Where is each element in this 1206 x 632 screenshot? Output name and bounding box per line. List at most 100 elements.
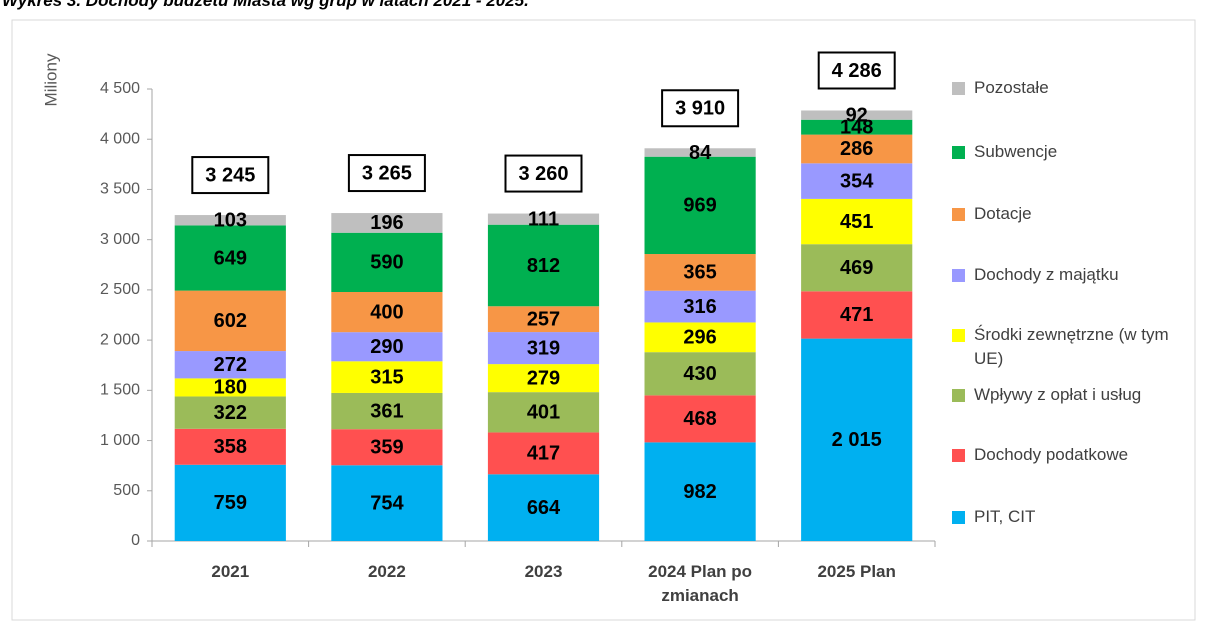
data-label: 103 [214, 210, 247, 232]
data-label: 2 015 [832, 429, 882, 451]
data-label: 92 [846, 104, 868, 126]
bar-segment [331, 291, 443, 333]
legend-item: PIT, CIT [952, 505, 1194, 529]
bar-segment [174, 378, 286, 397]
data-label: 430 [683, 363, 716, 385]
legend-swatch [952, 329, 965, 342]
data-label: 354 [840, 170, 874, 192]
legend-item: Dotacje [952, 202, 1194, 226]
data-label: 649 [214, 247, 247, 269]
bar-segment [174, 428, 286, 465]
data-label: 84 [689, 142, 712, 164]
bar-segment [174, 215, 286, 226]
y-tick-label: 500 [113, 482, 140, 499]
data-label: 290 [370, 336, 403, 358]
data-label: 590 [370, 252, 403, 274]
data-label: 468 [683, 408, 716, 430]
bar-segment [487, 213, 600, 225]
data-label: 358 [214, 436, 247, 458]
bar-segment [644, 254, 756, 291]
bar-segment [487, 392, 600, 433]
legend-swatch [952, 269, 965, 282]
bar-segment [801, 338, 913, 541]
legend-item: Pozostałe [952, 76, 1194, 100]
bar-segment [801, 163, 913, 199]
legend-label: Wpływy z opłat i usług [974, 385, 1142, 404]
data-label: 279 [527, 367, 560, 389]
data-label: 196 [370, 212, 403, 234]
legend-swatch [952, 449, 965, 462]
legend-swatch [952, 146, 965, 159]
total-label: 3 910 [675, 98, 725, 120]
bar-segment [487, 332, 600, 365]
bar-segment [801, 119, 913, 135]
data-label: 982 [683, 481, 716, 503]
y-tick-label: 1 000 [100, 432, 140, 449]
bar-segment [331, 361, 443, 393]
legend-swatch [952, 82, 965, 95]
bar-segment [487, 306, 600, 333]
data-label: 257 [527, 308, 560, 330]
bar-segment [487, 474, 600, 541]
bar-segment [487, 364, 600, 393]
y-tick-label: 0 [131, 532, 140, 549]
legend-item: Subwencje [952, 140, 1194, 164]
x-tick-label: 2024 Plan po zmianach [648, 562, 753, 605]
data-label: 759 [214, 492, 247, 514]
bar-segment [644, 352, 756, 396]
legend-swatch [952, 208, 965, 221]
data-label: 322 [214, 402, 247, 424]
y-tick-label: 4 500 [100, 80, 140, 97]
legend-label: Dochody z majątku [974, 265, 1119, 284]
bar-segment [801, 198, 913, 245]
legend-item: Dochody podatkowe [952, 443, 1194, 467]
legend-label: Dotacje [974, 204, 1032, 223]
bar-segment [801, 134, 913, 164]
total-label: 3 245 [205, 164, 255, 186]
data-label: 361 [370, 400, 403, 422]
legend-label: Dochody podatkowe [974, 445, 1129, 464]
total-label: 4 286 [832, 60, 882, 82]
data-label: 180 [214, 377, 247, 399]
legend-item: Wpływy z opłat i usług [952, 383, 1194, 407]
y-axis-label: Miliony [41, 53, 60, 106]
bar-segment [644, 148, 756, 157]
legend-item: Dochody z majątku [952, 263, 1194, 287]
data-label: 469 [840, 257, 873, 279]
data-label: 316 [683, 296, 716, 318]
total-label: 3 265 [362, 162, 412, 184]
data-label: 400 [370, 301, 403, 323]
bar-segment [174, 396, 286, 429]
legend-item: Środki zewnętrzne (w tym UE) [952, 323, 1194, 371]
bar-segment [331, 392, 443, 430]
bar-segment [644, 322, 756, 353]
bar-segment [174, 225, 286, 291]
x-tick-label: 2021 [211, 562, 250, 581]
data-label: 315 [370, 366, 403, 388]
legend-swatch [952, 389, 965, 402]
bar-segment [487, 224, 600, 307]
title: Wykres 3. Dochody budżetu Miasta wg grup… [2, 0, 529, 10]
total-box [817, 51, 896, 90]
bar-segment [174, 290, 286, 352]
data-label: 812 [527, 255, 560, 277]
bar-segment [801, 291, 913, 339]
chart-frame [11, 19, 1196, 621]
y-tick-label: 2 500 [100, 281, 140, 298]
total-box [347, 154, 426, 193]
total-box [504, 154, 583, 193]
data-label: 417 [527, 443, 560, 465]
y-tick-label: 2 000 [100, 331, 140, 348]
data-label: 969 [683, 195, 716, 217]
bar-segment [644, 442, 756, 541]
y-tick-label: 4 000 [100, 130, 140, 147]
legend-label: Środki zewnętrzne (w tym UE) [974, 325, 1169, 368]
bar-segment [331, 232, 443, 292]
bar-segment [801, 244, 913, 292]
data-label: 451 [840, 211, 873, 233]
bar-segment [174, 464, 286, 541]
bar-segment [174, 351, 286, 379]
total-box [191, 156, 270, 195]
